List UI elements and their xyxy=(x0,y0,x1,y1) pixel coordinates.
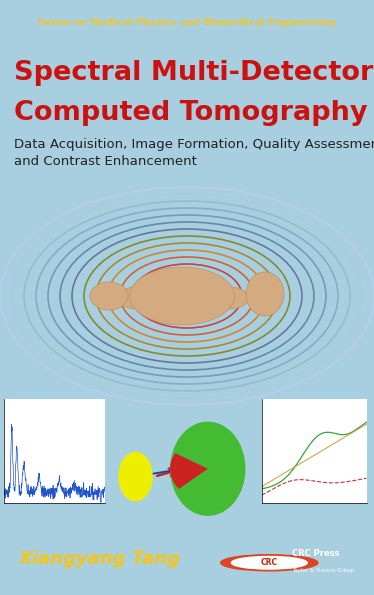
Text: Computed Tomography (sMDCT): Computed Tomography (sMDCT) xyxy=(14,100,374,126)
Text: CRC Press: CRC Press xyxy=(292,549,339,558)
Ellipse shape xyxy=(209,287,249,309)
Text: CRC: CRC xyxy=(261,558,278,567)
Ellipse shape xyxy=(129,267,234,325)
Text: Taylor & Francis Group: Taylor & Francis Group xyxy=(292,568,354,573)
Ellipse shape xyxy=(117,287,157,309)
Ellipse shape xyxy=(170,422,245,516)
Wedge shape xyxy=(170,453,208,489)
Text: Xiangyang Tang: Xiangyang Tang xyxy=(19,550,180,568)
Ellipse shape xyxy=(90,282,128,310)
Ellipse shape xyxy=(246,272,284,316)
Circle shape xyxy=(221,555,318,571)
Text: Series in Medical Physics and Biomedical Engineering: Series in Medical Physics and Biomedical… xyxy=(38,17,336,27)
Text: Spectral Multi-Detector: Spectral Multi-Detector xyxy=(14,60,373,86)
Text: Data Acquisition, Image Formation, Quality Assessment
and Contrast Enhancement: Data Acquisition, Image Formation, Quali… xyxy=(14,138,374,168)
Circle shape xyxy=(232,556,307,569)
Ellipse shape xyxy=(118,452,153,502)
